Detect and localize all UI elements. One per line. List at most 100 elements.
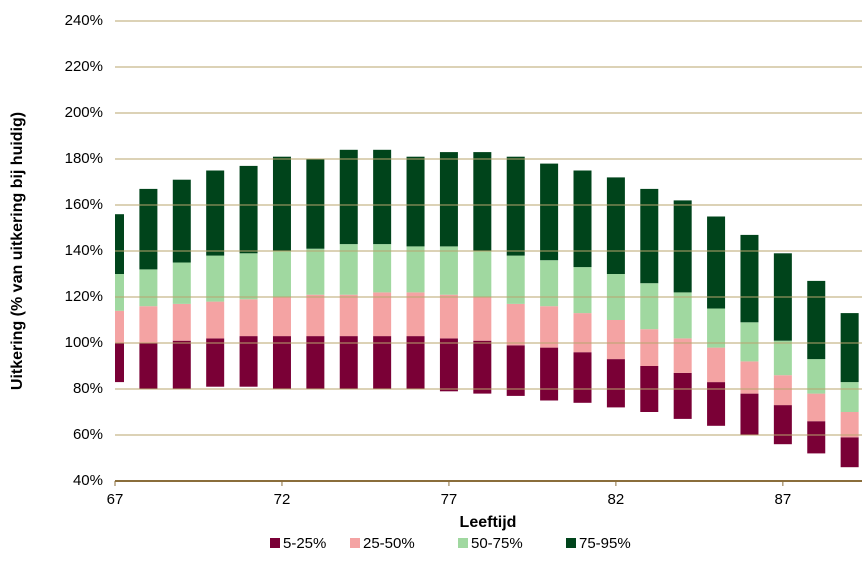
bar-segment — [206, 255, 225, 302]
bar-segment — [673, 372, 692, 419]
y-tick-label: 140% — [65, 242, 103, 259]
y-tick-label: 200% — [65, 104, 103, 121]
bar-segment — [272, 156, 291, 251]
bar-segment — [473, 340, 492, 394]
bar-segment — [206, 301, 225, 339]
y-tick-label: 220% — [65, 58, 103, 75]
bar-segment — [339, 294, 358, 337]
bar-segment — [773, 405, 792, 445]
y-tick-label: 40% — [73, 472, 103, 489]
bar-segment — [373, 336, 392, 389]
bar-segment — [406, 246, 425, 293]
legend-item: 50-75% — [458, 535, 523, 552]
x-tick-label: 72 — [274, 491, 291, 508]
bar-segment — [272, 251, 291, 297]
bar-segment — [139, 188, 158, 270]
legend-label: 25-50% — [363, 535, 415, 552]
y-tick-label: 80% — [73, 380, 103, 397]
bar-segment — [306, 248, 325, 295]
bar-segment — [707, 308, 726, 348]
bar-segment — [172, 262, 191, 304]
bar-segment — [272, 336, 291, 389]
bar-segment — [506, 345, 525, 396]
bar-segment — [473, 297, 492, 341]
bar-segment — [139, 269, 158, 307]
bar-segment — [439, 294, 458, 339]
bar-segment — [406, 292, 425, 337]
bar-segment — [139, 343, 158, 389]
bar-segment — [540, 163, 559, 261]
bar-segment — [840, 382, 859, 412]
legend-item: 5-25% — [270, 535, 326, 552]
bar-segment — [640, 329, 659, 366]
bar-segment — [206, 338, 225, 387]
bar-segment — [707, 382, 726, 426]
bar-segment — [807, 393, 826, 422]
bar-segment — [172, 179, 191, 263]
bar-segment — [373, 244, 392, 293]
bar-segment — [373, 292, 392, 337]
bar-segment — [506, 303, 525, 346]
bar-segment — [172, 340, 191, 389]
bar-segment — [840, 437, 859, 468]
bar-segment — [740, 361, 759, 394]
bar-segment — [773, 340, 792, 376]
bar-segment — [573, 170, 592, 268]
bar-segment — [807, 280, 826, 360]
bar-segment — [773, 375, 792, 406]
legend-label: 50-75% — [471, 535, 523, 552]
bar-segment — [473, 152, 492, 251]
bar-segment — [139, 306, 158, 343]
legend-item: 75-95% — [566, 535, 631, 552]
x-axis-label: Leeftijd — [460, 514, 517, 531]
bar-segment — [239, 299, 258, 337]
bar-segment — [573, 352, 592, 403]
legend-swatch — [458, 538, 468, 548]
bar-segment — [640, 188, 659, 284]
bar-segment — [573, 267, 592, 314]
legend-swatch — [270, 538, 280, 548]
bar-segment — [640, 283, 659, 330]
x-tick-label: 82 — [608, 491, 625, 508]
bar-segment — [239, 336, 258, 387]
bar-segment — [239, 253, 258, 300]
bar-segment — [606, 320, 625, 360]
bar-segment — [115, 343, 124, 383]
bar-segment — [439, 246, 458, 295]
bar-segment — [840, 412, 859, 438]
bar-segment — [115, 214, 124, 274]
legend-label: 5-25% — [283, 535, 326, 552]
bar-segment — [840, 313, 859, 383]
bar-segment — [339, 149, 358, 245]
bar-segment — [439, 152, 458, 247]
bar-segment — [406, 336, 425, 389]
y-axis-label: Uitkering (% van uitkering bij huidig) — [9, 112, 26, 390]
bar-segment — [406, 156, 425, 247]
bar-segment — [239, 165, 258, 254]
bar-segment — [206, 170, 225, 256]
bar-segment — [439, 338, 458, 392]
bar-segment — [707, 347, 726, 383]
bar-segment — [339, 336, 358, 389]
plot-area — [115, 149, 859, 468]
bar-segment — [339, 244, 358, 295]
bar-segment — [740, 322, 759, 362]
legend-swatch — [566, 538, 576, 548]
bar-segment — [740, 393, 759, 435]
bar-segment — [306, 336, 325, 389]
bar-segment — [740, 234, 759, 323]
bar-segment — [306, 294, 325, 337]
x-tick-label: 67 — [107, 491, 124, 508]
bar-segment — [673, 200, 692, 293]
y-tick-label: 120% — [65, 288, 103, 305]
bar-segment — [540, 260, 559, 307]
y-tick-label: 160% — [65, 196, 103, 213]
bar-segment — [306, 159, 325, 249]
bar-segment — [673, 292, 692, 339]
legend-item: 25-50% — [350, 535, 415, 552]
bar-segment — [172, 303, 191, 341]
bar-segment — [807, 421, 826, 454]
bar-segment — [373, 149, 392, 245]
bar-segment — [573, 313, 592, 353]
